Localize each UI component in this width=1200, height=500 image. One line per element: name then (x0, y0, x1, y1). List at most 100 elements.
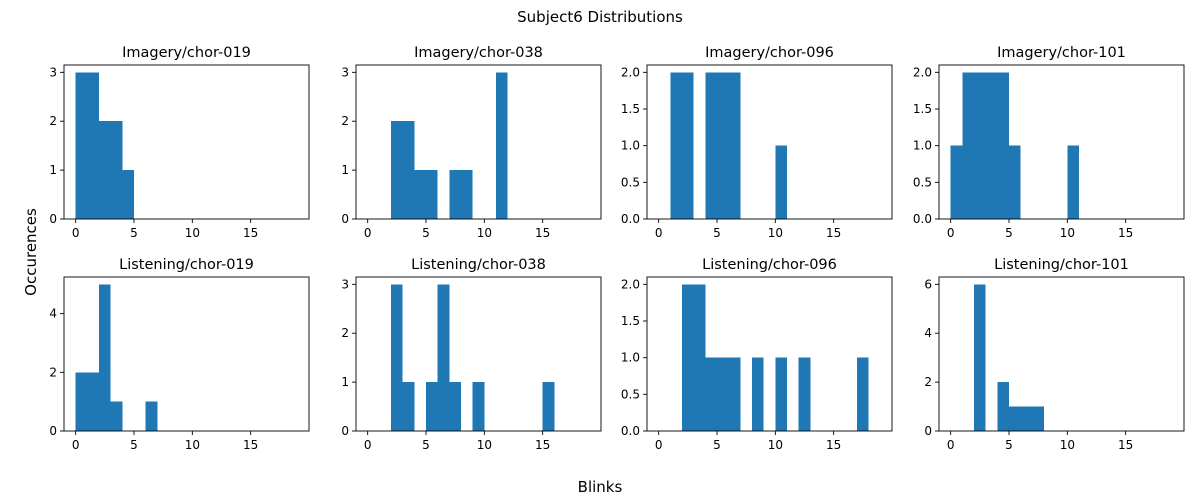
subplot: Imagery/chor-019 0 5 10 15 0 1 2 3 (49, 45, 310, 240)
y-tick-label: 3 (341, 65, 349, 79)
histogram-bar (705, 357, 741, 431)
x-tick-label: 0 (364, 438, 372, 452)
y-tick-label: 4 (924, 326, 932, 340)
subplot-title: Imagery/chor-038 (414, 45, 543, 61)
y-tick-label: 1.5 (621, 102, 640, 116)
y-tick-label: 2 (341, 326, 349, 340)
x-tick-label: 5 (130, 226, 138, 240)
histogram-bar (974, 284, 986, 431)
x-tick-label: 5 (713, 226, 721, 240)
y-tick-label: 0.0 (621, 424, 640, 438)
x-tick-label: 10 (768, 226, 783, 240)
x-tick-label: 0 (364, 226, 372, 240)
histogram-bar (391, 284, 403, 431)
histogram-bar (1067, 145, 1079, 219)
subplot: Imagery/chor-096 0 5 10 15 0.0 0.5 1.0 1.5 2.0 (621, 45, 893, 240)
y-tick-label: 1.0 (621, 351, 640, 365)
axes-frame (63, 64, 310, 220)
x-tick-label: 0 (947, 226, 955, 240)
x-tick-label: 0 (72, 438, 80, 452)
x-axis-label: Blinks (578, 478, 623, 496)
y-tick-label: 1.0 (913, 139, 932, 153)
histogram-bar (775, 145, 787, 219)
subplot-title: Imagery/chor-101 (997, 45, 1126, 61)
y-tick-label: 1.5 (621, 314, 640, 328)
y-tick-label: 0.5 (621, 387, 640, 401)
y-tick-label: 1 (341, 163, 349, 177)
subplot-title: Listening/chor-019 (119, 257, 254, 273)
y-tick-label: 0.5 (913, 175, 932, 189)
subplot: Listening/chor-019 0 5 10 15 0 2 4 (49, 257, 310, 452)
histogram-bar (950, 145, 963, 219)
x-tick-label: 10 (768, 438, 783, 452)
histogram-bar (437, 284, 450, 431)
x-tick-label: 10 (477, 438, 492, 452)
histogram-bar (426, 382, 438, 431)
histogram-bar (402, 382, 415, 431)
subplot: Listening/chor-038 0 5 10 15 0 1 2 3 (341, 257, 602, 452)
x-tick-label: 10 (185, 226, 200, 240)
histogram-bar (682, 284, 706, 431)
y-tick-label: 4 (49, 307, 57, 321)
x-tick-label: 0 (655, 438, 663, 452)
y-tick-label: 3 (49, 65, 57, 79)
axes-frame (646, 276, 893, 432)
y-tick-label: 0.0 (621, 212, 640, 226)
histogram-bar (705, 72, 741, 219)
y-tick-label: 0 (924, 424, 932, 438)
y-tick-label: 6 (924, 277, 932, 291)
y-tick-label: 2 (924, 375, 932, 389)
histogram-bar (542, 382, 555, 431)
histogram-bar (122, 170, 134, 219)
y-tick-label: 2 (49, 114, 57, 128)
histogram-bar (997, 382, 1009, 431)
histogram-bar (1009, 406, 1044, 431)
y-tick-label: 3 (341, 277, 349, 291)
x-tick-label: 0 (947, 438, 955, 452)
subplot: Imagery/chor-038 0 5 10 15 0 1 2 3 (341, 45, 602, 240)
histogram-bar (110, 401, 123, 431)
histogram-bar (857, 357, 869, 431)
y-tick-label: 2.0 (621, 277, 640, 291)
subplot-title: Listening/chor-038 (411, 257, 546, 273)
x-tick-label: 5 (1005, 438, 1013, 452)
histogram-bar (145, 401, 158, 431)
subplot: Listening/chor-096 0 5 10 15 0.0 0.5 1.0 1.5 2.0 (621, 257, 893, 452)
y-tick-label: 0 (341, 424, 349, 438)
x-tick-label: 5 (713, 438, 721, 452)
x-tick-label: 0 (72, 226, 80, 240)
x-tick-label: 5 (130, 438, 138, 452)
histogram-bar (99, 121, 123, 219)
histogram-bar (99, 284, 111, 431)
histogram-bar (414, 170, 438, 219)
x-tick-label: 15 (826, 438, 841, 452)
histogram-bar (75, 72, 99, 219)
axes-frame (646, 64, 893, 220)
y-tick-label: 2.0 (913, 65, 932, 79)
subplot-title: Listening/chor-101 (994, 257, 1129, 273)
y-tick-label: 1.0 (621, 139, 640, 153)
histogram-bar (75, 372, 99, 431)
histogram-bar (449, 382, 461, 431)
x-tick-label: 5 (1005, 226, 1013, 240)
axes-frame (355, 64, 602, 220)
y-tick-label: 0 (341, 212, 349, 226)
x-tick-label: 10 (1060, 226, 1075, 240)
y-tick-label: 0.0 (913, 212, 932, 226)
x-tick-label: 15 (1118, 226, 1133, 240)
figure-title: Subject6 Distributions (517, 8, 683, 26)
histogram-bar (449, 170, 473, 219)
axes-frame (938, 276, 1185, 432)
x-tick-label: 10 (1060, 438, 1075, 452)
histogram-bar (962, 72, 1009, 219)
y-tick-label: 2.0 (621, 65, 640, 79)
x-tick-label: 15 (1118, 438, 1133, 452)
subplot-title: Imagery/chor-096 (705, 45, 834, 61)
y-tick-label: 2 (341, 114, 349, 128)
x-tick-label: 10 (477, 226, 492, 240)
y-axis-label: Occurences (22, 208, 40, 296)
x-tick-label: 15 (535, 438, 550, 452)
y-tick-label: 1 (341, 375, 349, 389)
